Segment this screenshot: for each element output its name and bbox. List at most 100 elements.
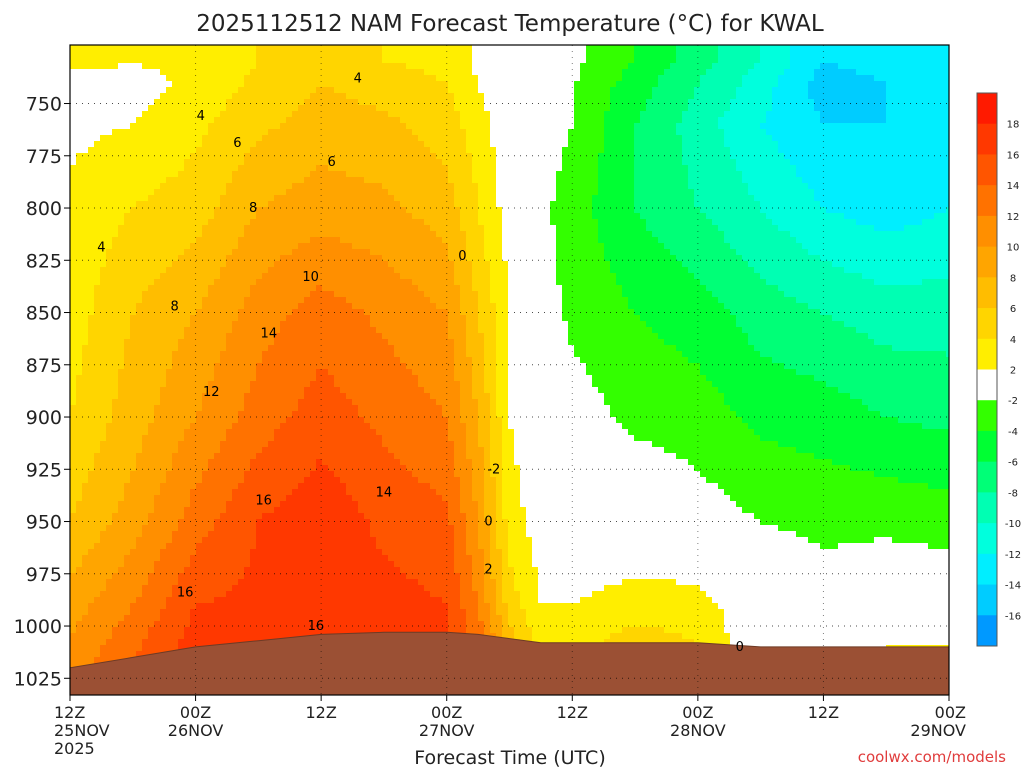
temperature-cell bbox=[268, 495, 274, 501]
temperature-cell bbox=[292, 189, 298, 195]
temperature-cell bbox=[178, 363, 184, 369]
temperature-cell bbox=[160, 525, 166, 531]
temperature-cell bbox=[76, 261, 82, 267]
temperature-cell bbox=[298, 249, 304, 255]
temperature-cell bbox=[136, 339, 142, 345]
temperature-cell bbox=[160, 87, 166, 93]
temperature-cell bbox=[130, 267, 136, 273]
temperature-cell bbox=[286, 603, 292, 609]
temperature-cell bbox=[196, 531, 202, 537]
temperature-cell bbox=[184, 555, 190, 561]
temperature-cell bbox=[334, 387, 340, 393]
temperature-cell bbox=[328, 471, 334, 477]
temperature-cell bbox=[172, 243, 178, 249]
temperature-cell bbox=[142, 75, 148, 81]
temperature-cell bbox=[226, 93, 232, 99]
temperature-cell bbox=[208, 201, 214, 207]
temperature-cell bbox=[190, 639, 196, 645]
temperature-cell bbox=[76, 195, 82, 201]
temperature-cell bbox=[268, 585, 274, 591]
temperature-cell bbox=[142, 423, 148, 429]
temperature-cell bbox=[286, 375, 292, 381]
temperature-cell bbox=[160, 591, 166, 597]
temperature-cell bbox=[136, 489, 142, 495]
temperature-cell bbox=[130, 609, 136, 615]
temperature-cell bbox=[316, 603, 322, 609]
temperature-cell bbox=[238, 399, 244, 405]
temperature-cell bbox=[118, 627, 124, 633]
temperature-cell bbox=[316, 159, 322, 165]
temperature-cell bbox=[196, 291, 202, 297]
temperature-cell bbox=[106, 57, 112, 63]
temperature-cell bbox=[124, 543, 130, 549]
temperature-cell bbox=[340, 219, 346, 225]
temperature-cell bbox=[334, 141, 340, 147]
temperature-cell bbox=[220, 75, 226, 81]
temperature-cell bbox=[262, 111, 268, 117]
temperature-cell bbox=[100, 357, 106, 363]
temperature-cell bbox=[256, 465, 262, 471]
temperature-cell bbox=[166, 291, 172, 297]
temperature-cell bbox=[334, 555, 340, 561]
temperature-cell bbox=[166, 51, 172, 57]
temperature-cell bbox=[250, 543, 256, 549]
temperature-cell bbox=[244, 573, 250, 579]
temperature-cell bbox=[130, 327, 136, 333]
temperature-cell bbox=[136, 609, 142, 615]
temperature-cell bbox=[148, 249, 154, 255]
temperature-cell bbox=[226, 153, 232, 159]
temperature-cell bbox=[256, 75, 262, 81]
temperature-cell bbox=[82, 441, 88, 447]
temperature-cell bbox=[220, 489, 226, 495]
temperature-cell bbox=[316, 237, 322, 243]
temperature-cell bbox=[280, 399, 286, 405]
temperature-cell bbox=[256, 189, 262, 195]
temperature-cell bbox=[130, 399, 136, 405]
temperature-cell bbox=[166, 237, 172, 243]
temperature-cell bbox=[280, 423, 286, 429]
temperature-cell bbox=[298, 285, 304, 291]
temperature-cell bbox=[160, 543, 166, 549]
temperature-cell bbox=[130, 111, 136, 117]
temperature-cell bbox=[238, 279, 244, 285]
temperature-cell bbox=[292, 63, 298, 69]
temperature-cell bbox=[310, 393, 316, 399]
temperature-cell bbox=[310, 285, 316, 291]
temperature-cell bbox=[238, 423, 244, 429]
temperature-cell bbox=[178, 225, 184, 231]
temperature-cell bbox=[130, 531, 136, 537]
temperature-cell bbox=[304, 141, 310, 147]
temperature-cell bbox=[160, 369, 166, 375]
temperature-cell bbox=[232, 315, 238, 321]
temperature-cell bbox=[142, 345, 148, 351]
temperature-cell bbox=[148, 207, 154, 213]
temperature-cell bbox=[196, 105, 202, 111]
temperature-cell bbox=[226, 477, 232, 483]
temperature-cell bbox=[172, 477, 178, 483]
temperature-cell bbox=[202, 351, 208, 357]
temperature-cell bbox=[202, 561, 208, 567]
temperature-cell bbox=[106, 489, 112, 495]
temperature-cell bbox=[232, 213, 238, 219]
temperature-cell bbox=[280, 51, 286, 57]
temperature-cell bbox=[196, 471, 202, 477]
temperature-cell bbox=[178, 423, 184, 429]
temperature-cell bbox=[280, 219, 286, 225]
temperature-cell bbox=[286, 561, 292, 567]
temperature-cell bbox=[112, 399, 118, 405]
temperature-cell bbox=[316, 339, 322, 345]
temperature-cell bbox=[262, 75, 268, 81]
temperature-cell bbox=[304, 465, 310, 471]
temperature-cell bbox=[340, 537, 346, 543]
temperature-cell bbox=[214, 93, 220, 99]
temperature-cell bbox=[202, 393, 208, 399]
temperature-cell bbox=[328, 531, 334, 537]
temperature-cell bbox=[304, 549, 310, 555]
temperature-cell bbox=[268, 465, 274, 471]
temperature-cell bbox=[136, 405, 142, 411]
temperature-cell bbox=[334, 423, 340, 429]
temperature-cell bbox=[178, 585, 184, 591]
temperature-cell bbox=[190, 579, 196, 585]
temperature-cell bbox=[190, 411, 196, 417]
temperature-cell bbox=[172, 147, 178, 153]
